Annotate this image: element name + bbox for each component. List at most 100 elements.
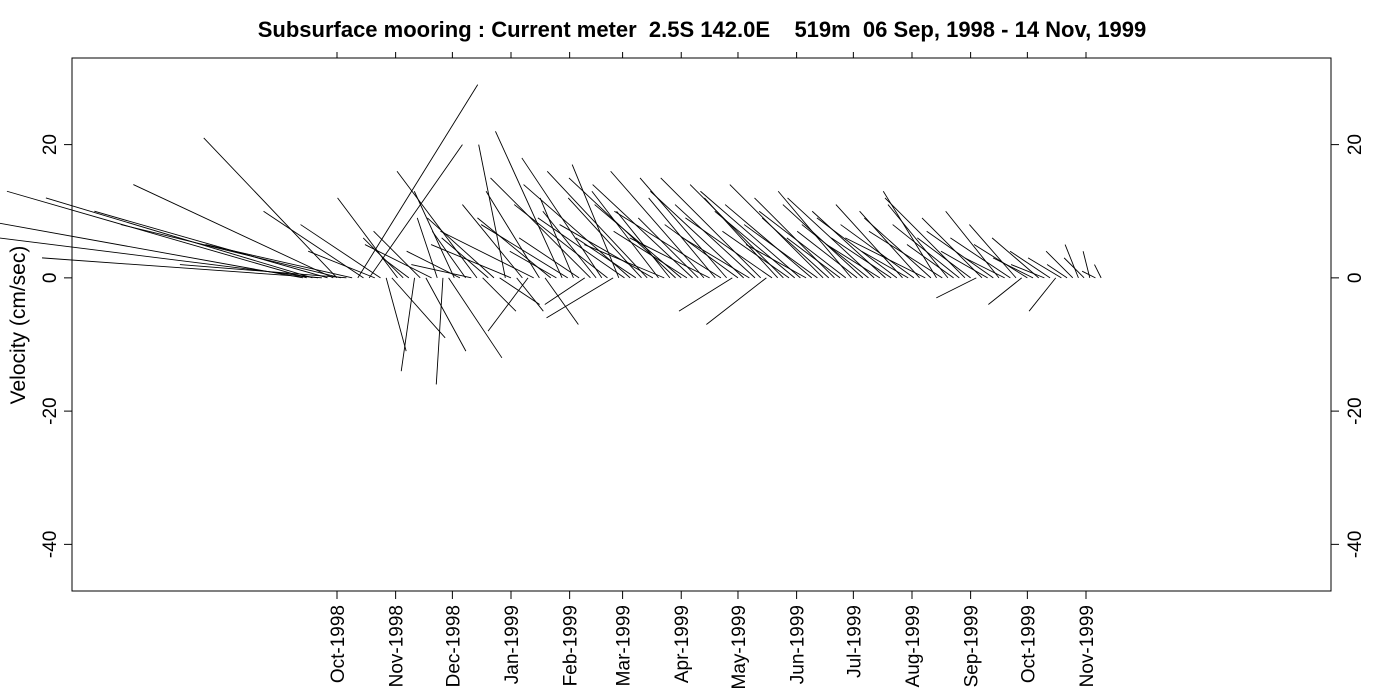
velocity-stick <box>133 184 334 279</box>
velocity-stick <box>591 190 659 279</box>
velocity-stick <box>714 210 796 279</box>
velocity-stick <box>637 217 699 279</box>
velocity-stick <box>614 210 722 279</box>
velocity-stick <box>936 277 977 299</box>
velocity-stick <box>863 217 932 279</box>
top-axis-ticks <box>336 52 1087 58</box>
chart-title: Subsurface mooring : Current meter 2.5S … <box>258 17 1147 42</box>
velocity-stick <box>745 244 807 279</box>
velocity-stick <box>685 217 773 279</box>
velocity-stick <box>845 237 926 279</box>
y-tick-label-right: 20 <box>1345 134 1366 155</box>
velocity-stick <box>516 277 544 312</box>
x-tick-label: Jan-1999 <box>502 605 523 684</box>
velocity-stick <box>308 250 375 279</box>
velocity-stick <box>362 237 404 279</box>
velocity-stick <box>1027 257 1062 279</box>
velocity-stick <box>861 250 909 279</box>
velocity-stick <box>509 250 557 279</box>
velocity-stick <box>884 197 966 279</box>
velocity-stick <box>592 184 693 279</box>
velocity-stick <box>45 197 313 279</box>
velocity-stick <box>706 277 767 325</box>
velocity-stick <box>1081 270 1096 279</box>
velocity-stick <box>203 137 338 279</box>
velocity-stick <box>1046 264 1068 279</box>
x-tick-label: Jul-1999 <box>844 605 865 678</box>
velocity-stick <box>559 224 654 279</box>
x-tick-label: Nov-1998 <box>387 605 408 687</box>
velocity-stick <box>6 190 307 279</box>
velocity-stick <box>674 204 756 279</box>
y-tick-label-left: 20 <box>40 134 61 155</box>
velocity-stick <box>887 204 949 279</box>
velocity-stick <box>546 277 614 319</box>
velocity-stick <box>660 177 761 279</box>
bottom-axis-ticks: Oct-1998 Nov-1998 Dec-1998 Jan-1999 Feb-1999… <box>328 591 1098 690</box>
velocity-stick <box>337 197 398 279</box>
velocity-stick <box>537 217 625 279</box>
velocity-stick <box>610 170 705 279</box>
velocity-stick <box>1009 250 1051 279</box>
x-tick-label: Mar-1999 <box>614 605 635 686</box>
y-tick-label-right: -40 <box>1345 531 1366 558</box>
velocity-stick <box>786 237 841 279</box>
right-axis-ticks: 20 0 -20 -40 <box>1331 134 1366 558</box>
velocity-stick <box>542 210 597 279</box>
velocity-stick <box>205 244 353 279</box>
plot-frame <box>71 57 1332 592</box>
left-axis-ticks: 20 0 -20 -40 <box>40 134 72 558</box>
velocity-stick <box>300 224 381 279</box>
velocity-stick <box>664 224 739 279</box>
velocity-stick <box>964 257 1005 279</box>
velocity-stick <box>758 210 847 279</box>
velocity-stick <box>0 222 304 279</box>
x-tick-label: Sep-1999 <box>962 605 983 687</box>
x-tick-label: Feb-1999 <box>561 605 582 686</box>
velocity-stick <box>571 164 620 279</box>
velocity-stick <box>1063 257 1085 279</box>
x-tick-label: Aug-1999 <box>903 605 924 687</box>
velocity-stick <box>391 277 446 339</box>
velocity-stick <box>478 144 506 278</box>
velocity-stick <box>650 190 744 279</box>
velocity-stick <box>381 257 410 279</box>
velocity-stick <box>448 277 503 359</box>
velocity-stick <box>499 277 540 305</box>
velocity-stick <box>678 277 733 312</box>
velocity-stick <box>440 230 534 279</box>
x-tick-label: Oct-1998 <box>328 605 349 683</box>
velocity-stick <box>743 224 818 279</box>
y-tick-label-left: -40 <box>40 531 61 558</box>
x-tick-label: May-1999 <box>729 605 750 690</box>
x-tick-label: Dec-1998 <box>443 605 464 687</box>
velocity-stick <box>482 277 517 312</box>
velocity-stick <box>94 210 328 279</box>
velocity-stick <box>991 237 1040 279</box>
velocity-stick <box>835 204 903 279</box>
velocity-stick <box>430 244 512 279</box>
velocity-stick <box>411 264 472 279</box>
velocity-stick <box>1094 264 1102 279</box>
velocity-stick <box>787 197 875 279</box>
velocity-stick <box>840 224 915 279</box>
velocity-stick <box>431 230 466 279</box>
y-tick-label-right: 0 <box>1345 273 1366 284</box>
velocity-stick <box>613 230 688 279</box>
velocity-stick <box>830 237 892 279</box>
velocity-stick <box>364 244 432 279</box>
velocity-stick <box>700 190 801 279</box>
y-tick-label-right: -20 <box>1345 397 1366 424</box>
velocity-stick <box>373 230 421 279</box>
velocity-stick <box>385 277 407 352</box>
velocity-stick <box>1045 250 1074 279</box>
velocity-stick <box>992 257 1034 279</box>
velocity-stick <box>811 210 886 279</box>
velocity-stick <box>796 230 858 279</box>
velocity-stick <box>396 170 478 279</box>
velocity-stick <box>826 244 881 279</box>
y-tick-label-left: 0 <box>40 273 61 284</box>
velocity-stick <box>435 277 444 385</box>
velocity-stick <box>1082 251 1091 278</box>
